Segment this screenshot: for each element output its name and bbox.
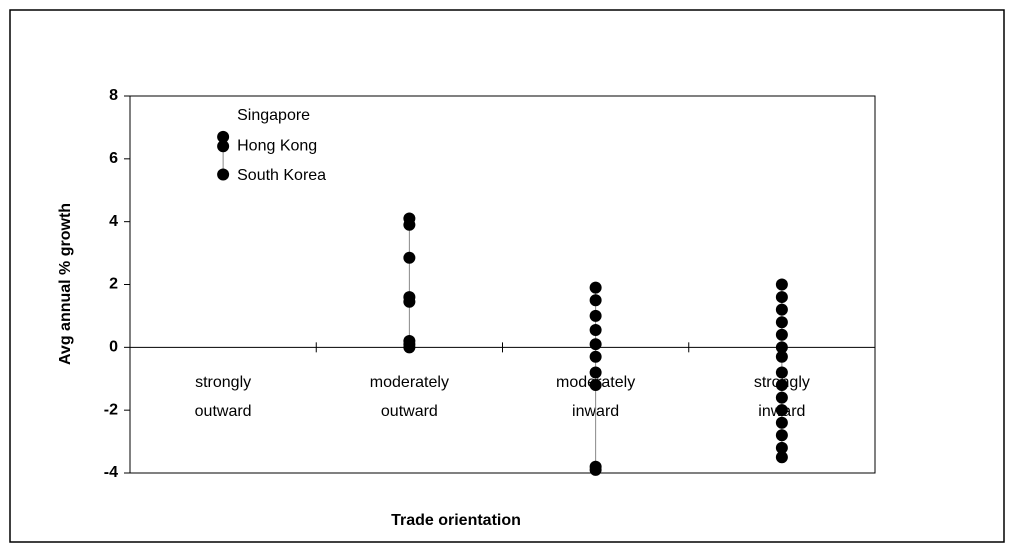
point-label: South Korea [237, 167, 326, 184]
dot [775, 416, 788, 429]
dot [403, 218, 416, 231]
dot [775, 350, 788, 363]
x-tick-label-line: strongly [195, 374, 251, 391]
dot [403, 251, 416, 264]
point-label: Hong Kong [237, 137, 317, 154]
dot [775, 429, 788, 442]
dot [403, 295, 416, 308]
y-tick-label: 8 [109, 87, 118, 104]
dot [589, 379, 602, 392]
y-tick-label: 4 [109, 213, 118, 230]
dot [775, 341, 788, 354]
y-tick-label: 0 [109, 339, 118, 356]
dot [775, 441, 788, 454]
y-axis-label: Avg annual % growth [57, 203, 74, 365]
dot [589, 281, 602, 294]
dot [775, 278, 788, 291]
dot [775, 291, 788, 304]
dot [589, 294, 602, 307]
dot [775, 451, 788, 464]
x-tick-label-line: moderately [370, 374, 449, 391]
dot [775, 391, 788, 404]
y-tick-label: 6 [109, 150, 118, 167]
dot [217, 168, 230, 181]
dot [217, 140, 230, 153]
y-tick-label: 2 [109, 276, 118, 293]
y-tick-label: -2 [104, 401, 118, 418]
dot [589, 366, 602, 379]
dot [775, 303, 788, 316]
dot [589, 309, 602, 322]
x-tick-label-line: outward [195, 403, 252, 420]
dot [589, 463, 602, 476]
dot [589, 338, 602, 351]
x-tick-label-line: outward [381, 403, 438, 420]
dot [589, 324, 602, 337]
dot [775, 316, 788, 329]
dot [589, 350, 602, 363]
chart-frame [9, 9, 1005, 543]
point-label: Singapore [237, 107, 310, 124]
dot [403, 341, 416, 354]
dot [775, 328, 788, 341]
dot [775, 366, 788, 379]
dot [775, 379, 788, 392]
x-tick-label: strongly outward [195, 374, 252, 420]
x-tick-label: moderately outward [370, 374, 449, 420]
dot [217, 130, 230, 143]
dot [775, 404, 788, 417]
x-axis-label: Trade orientation [391, 512, 521, 529]
y-tick-label: -4 [104, 464, 118, 481]
